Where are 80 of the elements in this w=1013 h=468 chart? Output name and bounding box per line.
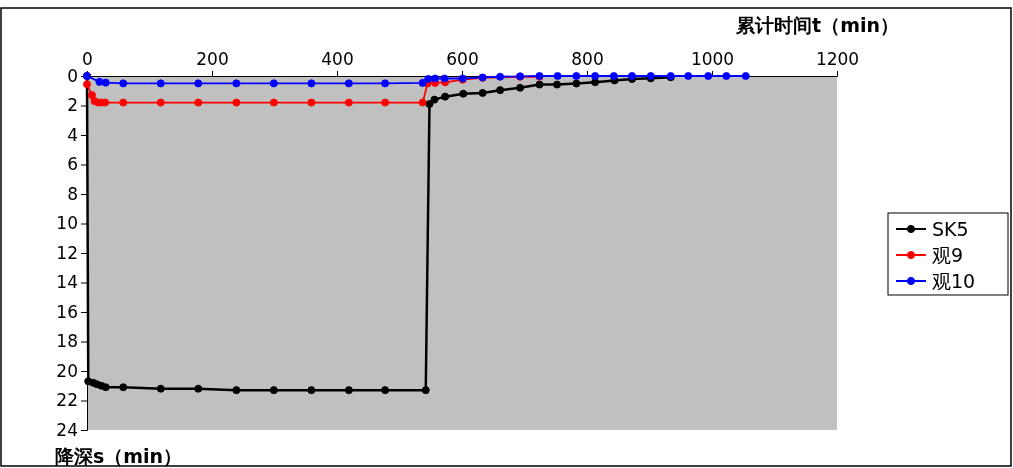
point <box>418 98 427 107</box>
point <box>381 386 390 395</box>
y-tick-label: 8 <box>67 183 78 204</box>
x-tick-label: 600 <box>446 48 479 69</box>
point <box>119 383 128 392</box>
point <box>269 79 278 88</box>
point <box>425 100 434 108</box>
point <box>156 98 165 107</box>
legend-label: 观9 <box>932 244 964 266</box>
x-tick-label: 1000 <box>690 48 735 69</box>
point <box>101 383 110 392</box>
point <box>572 79 581 88</box>
point <box>722 72 731 80</box>
point <box>572 72 581 80</box>
y-tick-label: 24 <box>56 419 78 440</box>
point <box>101 78 110 87</box>
point <box>232 386 241 395</box>
point <box>232 79 241 88</box>
point <box>83 80 91 89</box>
x-tick-label: 1200 <box>815 48 860 69</box>
point <box>381 98 390 107</box>
point <box>704 72 713 80</box>
point <box>441 92 450 101</box>
x-tick-label: 0 <box>82 48 93 69</box>
y-axis-title: 降深s（min） <box>55 445 183 467</box>
y-tick-label: 18 <box>56 331 78 352</box>
point <box>591 72 600 80</box>
point <box>156 79 165 88</box>
y-tick-label: 22 <box>56 390 78 411</box>
y-tick-label: 20 <box>56 360 78 381</box>
point <box>431 74 440 83</box>
point <box>194 384 203 393</box>
point <box>307 79 316 88</box>
point <box>684 72 693 80</box>
point <box>430 95 439 104</box>
x-tick-label: 800 <box>571 48 604 69</box>
point <box>269 386 278 395</box>
point <box>421 386 430 395</box>
point <box>553 80 561 89</box>
point <box>119 98 128 107</box>
point <box>496 72 505 81</box>
point <box>418 78 427 87</box>
point <box>535 80 544 89</box>
point <box>741 72 750 80</box>
point <box>194 79 203 88</box>
y-tick-label: 6 <box>67 154 78 175</box>
point <box>344 386 353 395</box>
point <box>478 89 487 97</box>
y-tick-label: 14 <box>56 272 78 293</box>
point <box>344 98 353 107</box>
point <box>101 98 110 107</box>
x-axis-title: 累计时间t（min） <box>735 14 899 36</box>
x-tick-label: 400 <box>321 48 354 69</box>
point <box>194 98 203 107</box>
point <box>232 98 241 107</box>
point <box>381 79 390 88</box>
legend-label: SK5 <box>932 218 969 240</box>
point <box>156 384 165 393</box>
point <box>609 72 618 80</box>
point <box>628 72 636 80</box>
point <box>307 98 316 107</box>
point <box>269 98 278 107</box>
y-tick-label: 12 <box>56 242 78 263</box>
x-tick-label: 200 <box>196 48 229 69</box>
point <box>516 83 525 92</box>
point <box>440 74 449 83</box>
point <box>553 72 562 80</box>
y-tick-label: 16 <box>56 301 78 322</box>
point <box>424 74 433 83</box>
y-tick-label: 2 <box>67 95 78 116</box>
point <box>307 386 316 395</box>
point <box>95 77 104 86</box>
legend-label: 观10 <box>932 270 976 292</box>
point <box>119 79 128 88</box>
point <box>496 86 505 95</box>
y-tick-label: 4 <box>67 124 78 145</box>
point <box>459 89 468 98</box>
y-tick-label: 10 <box>56 213 78 234</box>
point <box>344 79 353 88</box>
y-tick-label: 0 <box>67 65 78 86</box>
